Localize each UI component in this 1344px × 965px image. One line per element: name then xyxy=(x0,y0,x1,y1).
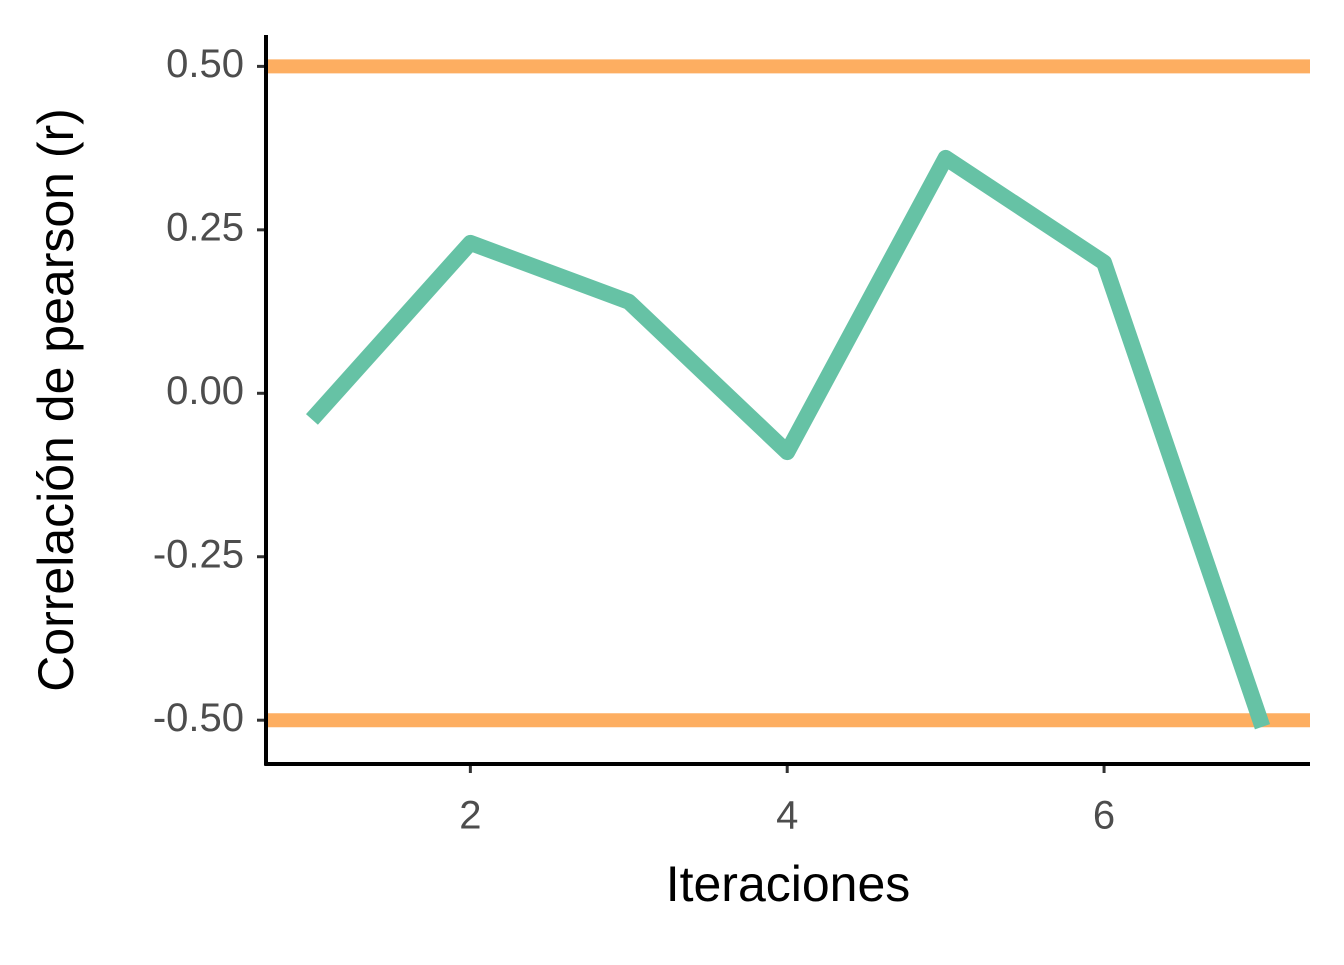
x-tick-label: 4 xyxy=(776,794,798,838)
y-tick-label: -0.50 xyxy=(153,696,244,740)
x-tick-label: 2 xyxy=(459,794,481,838)
x-axis-title: Iteraciones xyxy=(666,856,911,912)
data-line xyxy=(305,149,1271,730)
y-axis-title: Correlación de pearson (r) xyxy=(28,108,84,692)
x-tick-label: 6 xyxy=(1093,794,1115,838)
y-tick-label: 0.00 xyxy=(166,369,244,413)
y-tick-label: 0.50 xyxy=(166,42,244,86)
y-tick-label: 0.25 xyxy=(166,205,244,249)
y-tick-label: -0.25 xyxy=(153,532,244,576)
